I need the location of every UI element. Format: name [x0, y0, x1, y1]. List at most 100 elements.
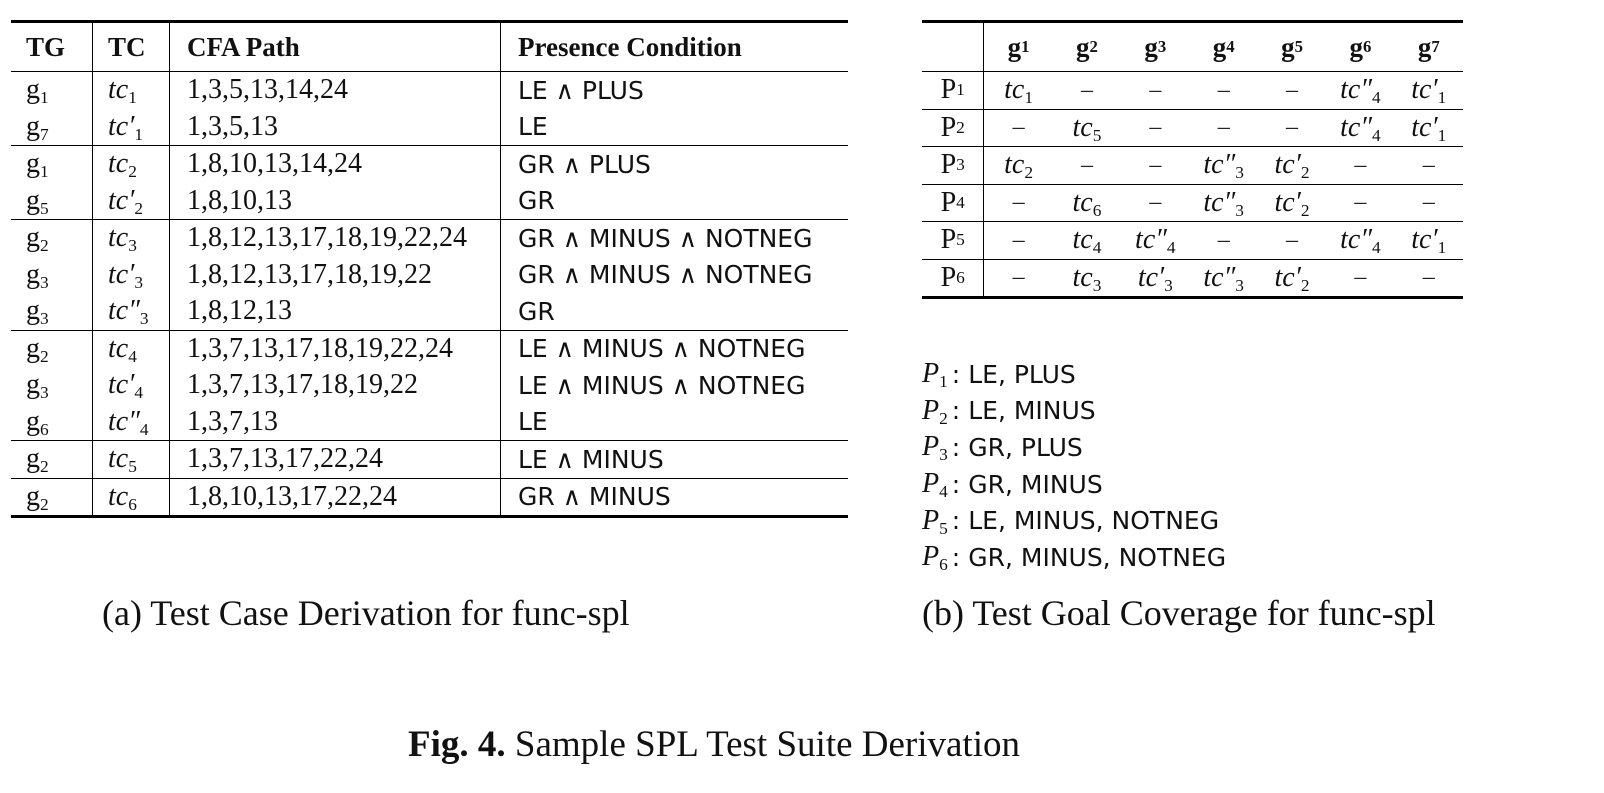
tg-cell: g5: [11, 182, 93, 219]
coverage-cell: tc′1: [1395, 72, 1463, 109]
table-a-group: g2 tc5 1,3,7,13,17,22,24 LE ∧ MINUS: [11, 441, 848, 479]
top-rule: [11, 20, 848, 23]
header-corner: [922, 23, 985, 71]
presence-condition-cell: GR: [518, 296, 555, 326]
presence-condition-cell: LE: [518, 112, 548, 142]
cfa-path-cell: 1,3,5,13,14,24: [170, 72, 501, 109]
test-case: tc″3: [108, 295, 149, 329]
cfa-path-cell: 1,8,12,13: [170, 293, 501, 330]
header-tc: TC: [93, 23, 170, 71]
coverage-cell: –: [1121, 72, 1189, 109]
tc-cell: tc″4: [93, 403, 170, 440]
test-case-derivation-table: TG TC CFA Path Presence Condition g1 tc1 1…: [11, 20, 848, 518]
table-b-body: P 1 tc1– – – – tc″4 tc′1 P 2– tc5– – – tc″4 tc′1 P 3 tc2–…: [922, 72, 1463, 299]
table-a-group: g2 tc6 1,8,10,13,17,22,24 GR ∧ MINUS: [11, 478, 848, 518]
coverage-cell: tc1: [984, 72, 1052, 109]
empty-dash: –: [1286, 76, 1299, 103]
test-case: tc′2: [1274, 149, 1310, 183]
table-a-group: g1 tc1 1,3,5,13,14,24 LE ∧ PLUS g7 tc′1 1,3,5,…: [11, 72, 848, 146]
empty-dash: –: [1012, 264, 1025, 291]
subscript: 3: [40, 272, 49, 292]
test-case: tc6: [1072, 186, 1102, 220]
table-a-group: g2 tc3 1,8,12,13,17,18,19,22,24 GR ∧ MINUS …: [11, 220, 848, 331]
subscript: 2: [134, 198, 144, 218]
coverage-cell: –: [1258, 110, 1326, 147]
table-row: P 4– tc6– tc″3 tc′2– –: [922, 184, 1463, 222]
test-goal: g6: [26, 405, 49, 439]
legend-value: GR, MINUS, NOTNEG: [968, 542, 1227, 572]
tg-cell: g3: [11, 293, 93, 330]
empty-dash: –: [1080, 76, 1093, 103]
empty-dash: –: [1217, 76, 1230, 103]
subscript: 2: [939, 409, 948, 429]
legend-colon: :: [951, 469, 961, 499]
empty-dash: –: [1286, 226, 1299, 253]
table-row: g3 tc′4 1,3,7,13,17,18,19,22 LE ∧ MINUS ∧ N…: [11, 367, 848, 404]
legend-item: P2: LE, MINUS: [922, 393, 1226, 430]
test-goal: g1: [26, 74, 49, 108]
coverage-cell: –: [1326, 147, 1394, 184]
test-goal: g1: [26, 148, 49, 182]
tc-cell: tc6: [93, 478, 170, 515]
coverage-cell: tc6: [1053, 185, 1121, 222]
test-goal: g2: [26, 480, 49, 514]
subscript: 4: [1372, 125, 1381, 145]
subscript: 2: [1300, 275, 1310, 295]
coverage-cell: tc3: [1053, 260, 1121, 297]
table-row: P 1 tc1 – – – – tc″4 tc′1: [922, 72, 1463, 110]
figure-label: Fig. 4.: [408, 724, 506, 765]
test-case: tc′4: [108, 369, 144, 403]
coverage-cell: –: [1190, 110, 1258, 147]
tg-cell: g2: [11, 330, 93, 367]
subscript: 3: [1235, 275, 1244, 295]
empty-dash: –: [1286, 114, 1299, 141]
coverage-cell: –: [984, 185, 1052, 222]
legend-colon: :: [951, 359, 961, 389]
table-a-group: g1 tc2 1,8,10,13,14,24 GR ∧ PLUS g5 tc′2 1,8,1…: [11, 146, 848, 220]
subscript: 4: [939, 482, 948, 502]
test-case: tc4: [108, 332, 137, 366]
presence-condition-cell: GR ∧ PLUS: [518, 149, 651, 179]
cfa-path-cell: 1,3,7,13,17,18,19,22,24: [170, 330, 501, 367]
test-case: tc″4: [1135, 224, 1176, 258]
coverage-cell: –: [984, 260, 1052, 297]
legend-value: GR, MINUS: [968, 469, 1103, 499]
top-rule: [922, 20, 1463, 23]
subscript: 6: [1092, 200, 1102, 220]
tg-cell: g6: [11, 403, 93, 440]
tg-cell: g3: [11, 367, 93, 404]
legend-colon: :: [951, 396, 961, 426]
legend-key: P3: [922, 431, 948, 465]
table-a-header-row: TG TC CFA Path Presence Condition: [11, 23, 848, 72]
subscript: 3: [128, 236, 137, 256]
header-cfa-path: CFA Path: [170, 23, 501, 71]
table-row: g3 tc′3 1,8,12,13,17,18,19,22 GR ∧ MINUS ∧ …: [11, 256, 848, 293]
presence-condition-cell: GR ∧ MINUS: [518, 482, 671, 512]
table-row: P 5– tc4 tc″4– – tc″4 tc′1: [922, 222, 1463, 260]
test-case: tc3: [108, 222, 137, 256]
test-case: tc′3: [1137, 261, 1173, 295]
test-goal: g7: [26, 110, 49, 144]
coverage-cell: tc″3: [1190, 147, 1258, 184]
test-case: tc6: [108, 480, 137, 514]
coverage-cell: tc″3: [1190, 260, 1258, 297]
subscript: 3: [134, 272, 144, 292]
test-case: tc3: [1072, 261, 1102, 295]
subscript: 1: [1437, 238, 1447, 258]
table-row: P 2– tc5– – – tc″4 tc′1: [922, 109, 1463, 147]
coverage-cell: –: [1053, 147, 1121, 184]
subscript: 1: [40, 162, 49, 182]
subscript: 3: [1164, 275, 1173, 295]
empty-dash: –: [1422, 151, 1435, 178]
cfa-path-cell: 1,8,10,13,17,22,24: [170, 478, 501, 515]
empty-dash: –: [1149, 114, 1162, 141]
coverage-cell: –: [1326, 185, 1394, 222]
legend-item: P6: GR, MINUS, NOTNEG: [922, 539, 1226, 576]
table-row: g1 tc2 1,8,10,13,14,24 GR ∧ PLUS: [11, 146, 848, 183]
